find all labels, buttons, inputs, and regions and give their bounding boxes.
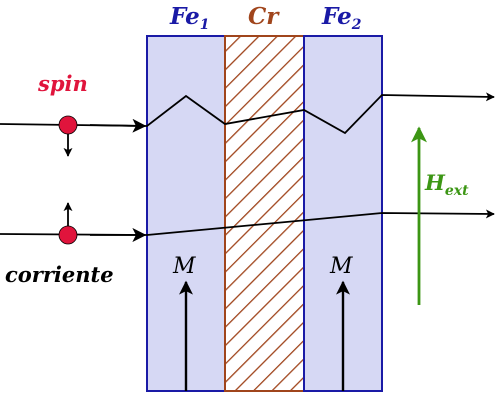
magnetization-label-fe2: M [329, 254, 353, 279]
spin-up-electron [58, 225, 78, 245]
layer-title-fe2: Fe2 [321, 3, 362, 33]
magnetization-label-fe1: M [172, 254, 196, 279]
spin-label: spin [37, 71, 88, 96]
spin-down-electron-path [0, 92, 495, 135]
spin-down-input-arrow [89, 118, 147, 133]
layer-title-fe1: Fe1 [169, 3, 209, 33]
layer-title-cr: Cr [248, 3, 280, 30]
external-field-label: Hext [424, 170, 469, 199]
layer-cr [224, 35, 305, 392]
spin-down-electron [58, 115, 78, 135]
current-label: corriente [5, 262, 114, 287]
